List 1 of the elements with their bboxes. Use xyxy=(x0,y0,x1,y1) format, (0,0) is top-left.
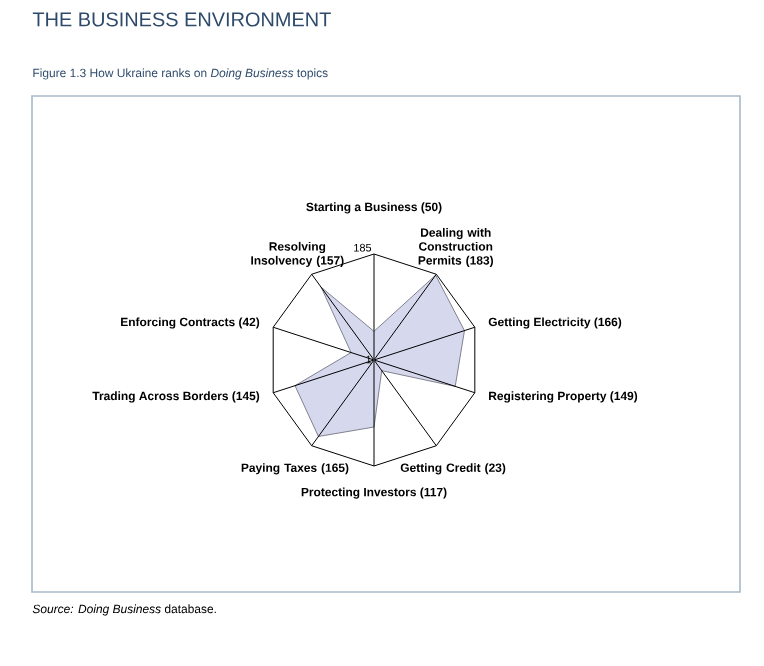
chart-title: THE BUSINESS ENVIRONMENT xyxy=(32,12,331,27)
